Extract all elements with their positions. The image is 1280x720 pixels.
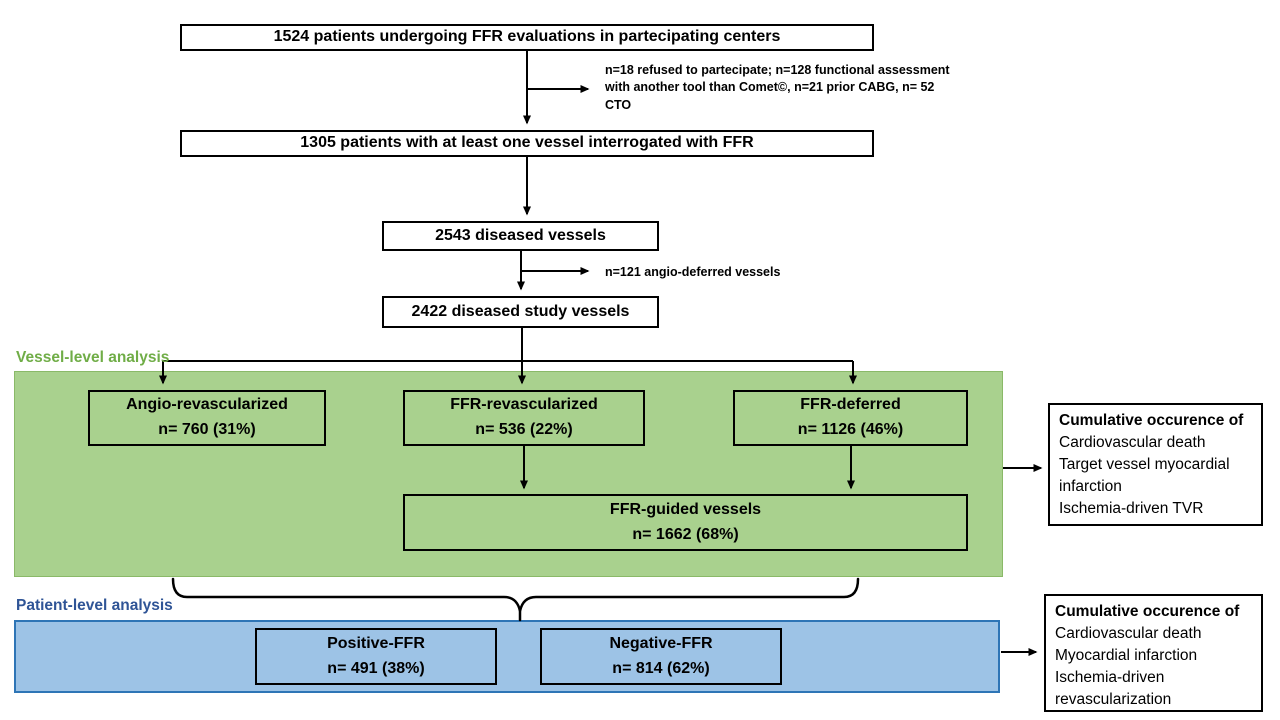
outcome-item: Cardiovascular death	[1055, 625, 1202, 642]
outcome-heading: Cumulative occurence of	[1059, 412, 1244, 429]
box-angio-revascularized: Angio-revascularized n= 760 (31%)	[88, 390, 326, 446]
exclusion-note-2: n=121 angio-deferred vessels	[605, 265, 781, 279]
box-count: n= 814 (62%)	[612, 659, 710, 677]
box-title: Negative-FFR	[609, 634, 713, 652]
box-2422-label: 2422 diseased study vessels	[411, 302, 630, 320]
box-2543-label: 2543 diseased vessels	[435, 226, 606, 244]
outcome-item: Ischemia-driven revascularization	[1055, 669, 1172, 708]
box-title: FFR-guided vessels	[609, 500, 762, 518]
box-2543-vessels: 2543 diseased vessels	[382, 221, 659, 251]
box-negative-ffr: Negative-FFR n= 814 (62%)	[540, 628, 782, 685]
box-1524-label: 1524 patients undergoing FFR evaluations…	[273, 28, 781, 46]
patient-level-label: Patient-level analysis	[16, 597, 173, 614]
box-count: n= 1126 (46%)	[797, 421, 904, 438]
box-ffr-deferred: FFR-deferred n= 1126 (46%)	[733, 390, 968, 446]
box-title: Positive-FFR	[327, 634, 425, 652]
box-count: n= 760 (31%)	[158, 421, 256, 438]
outcome-item: Myocardial infarction	[1055, 647, 1198, 664]
brace-connector	[171, 577, 860, 612]
box-1305-patients: 1305 patients with at least one vessel i…	[180, 130, 874, 157]
box-title: Angio-revascularized	[126, 396, 288, 414]
outcome-item: Target vessel myocardial infarction	[1059, 456, 1230, 495]
box-1524-patients: 1524 patients undergoing FFR evaluations…	[180, 24, 874, 51]
box-ffr-guided: FFR-guided vessels n= 1662 (68%)	[403, 494, 968, 551]
outcome-item: Cardiovascular death	[1059, 434, 1206, 451]
outcome-heading: Cumulative occurence of	[1055, 603, 1240, 620]
box-title: FFR-deferred	[800, 396, 901, 414]
outcome-item: Ischemia-driven TVR	[1059, 500, 1204, 517]
box-1305-label: 1305 patients with at least one vessel i…	[300, 134, 754, 152]
patient-level-panel	[14, 620, 1000, 693]
box-title: FFR-revascularized	[450, 396, 598, 414]
vessel-level-panel	[14, 371, 1003, 577]
box-count: n= 1662 (68%)	[632, 525, 739, 543]
vessel-outcome-box: Cumulative occurence of Cardiovascular d…	[1048, 403, 1263, 526]
box-positive-ffr: Positive-FFR n= 491 (38%)	[255, 628, 497, 685]
exclusion-note-1: n=18 refused to partecipate; n=128 funct…	[605, 63, 950, 112]
box-count: n= 491 (38%)	[327, 659, 425, 677]
box-count: n= 536 (22%)	[475, 421, 573, 438]
patient-outcome-box: Cumulative occurence of Cardiovascular d…	[1044, 594, 1263, 712]
box-ffr-revascularized: FFR-revascularized n= 536 (22%)	[403, 390, 645, 446]
box-2422-vessels: 2422 diseased study vessels	[382, 296, 659, 328]
vessel-level-label: Vessel-level analysis	[16, 349, 170, 366]
